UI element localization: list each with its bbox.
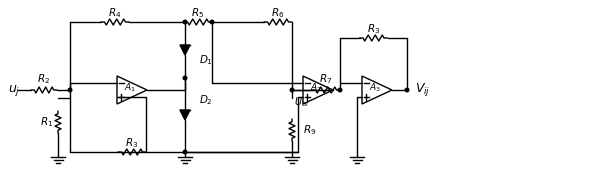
Text: $R_2$: $R_2$: [37, 72, 50, 86]
Text: $D_1$: $D_1$: [199, 53, 213, 67]
Text: $R_7$: $R_7$: [319, 72, 332, 86]
Circle shape: [183, 76, 187, 80]
Text: $R_6$: $R_6$: [271, 6, 284, 20]
Text: $u_j$: $u_j$: [8, 82, 20, 98]
Text: $V_{ij}$: $V_{ij}$: [415, 82, 430, 98]
Circle shape: [183, 150, 187, 154]
Circle shape: [68, 88, 72, 92]
Text: $R_9$: $R_9$: [303, 123, 316, 137]
Polygon shape: [180, 110, 190, 120]
Text: $R_3$: $R_3$: [367, 22, 380, 36]
Text: $D_2$: $D_2$: [199, 93, 213, 107]
Circle shape: [290, 88, 294, 92]
Polygon shape: [180, 45, 190, 55]
Text: $R_3$: $R_3$: [125, 136, 139, 150]
Circle shape: [210, 20, 214, 24]
Text: $A_2$: $A_2$: [310, 82, 322, 94]
Text: $A_1$: $A_1$: [124, 82, 136, 94]
Text: $R_4$: $R_4$: [109, 6, 122, 20]
Text: $A_3$: $A_3$: [369, 82, 381, 94]
Text: $R_1$: $R_1$: [40, 115, 53, 129]
Circle shape: [405, 88, 409, 92]
Text: $R_5$: $R_5$: [191, 6, 205, 20]
Text: $U_{oi}$: $U_{oi}$: [294, 95, 309, 109]
Circle shape: [183, 20, 187, 24]
Circle shape: [338, 88, 342, 92]
